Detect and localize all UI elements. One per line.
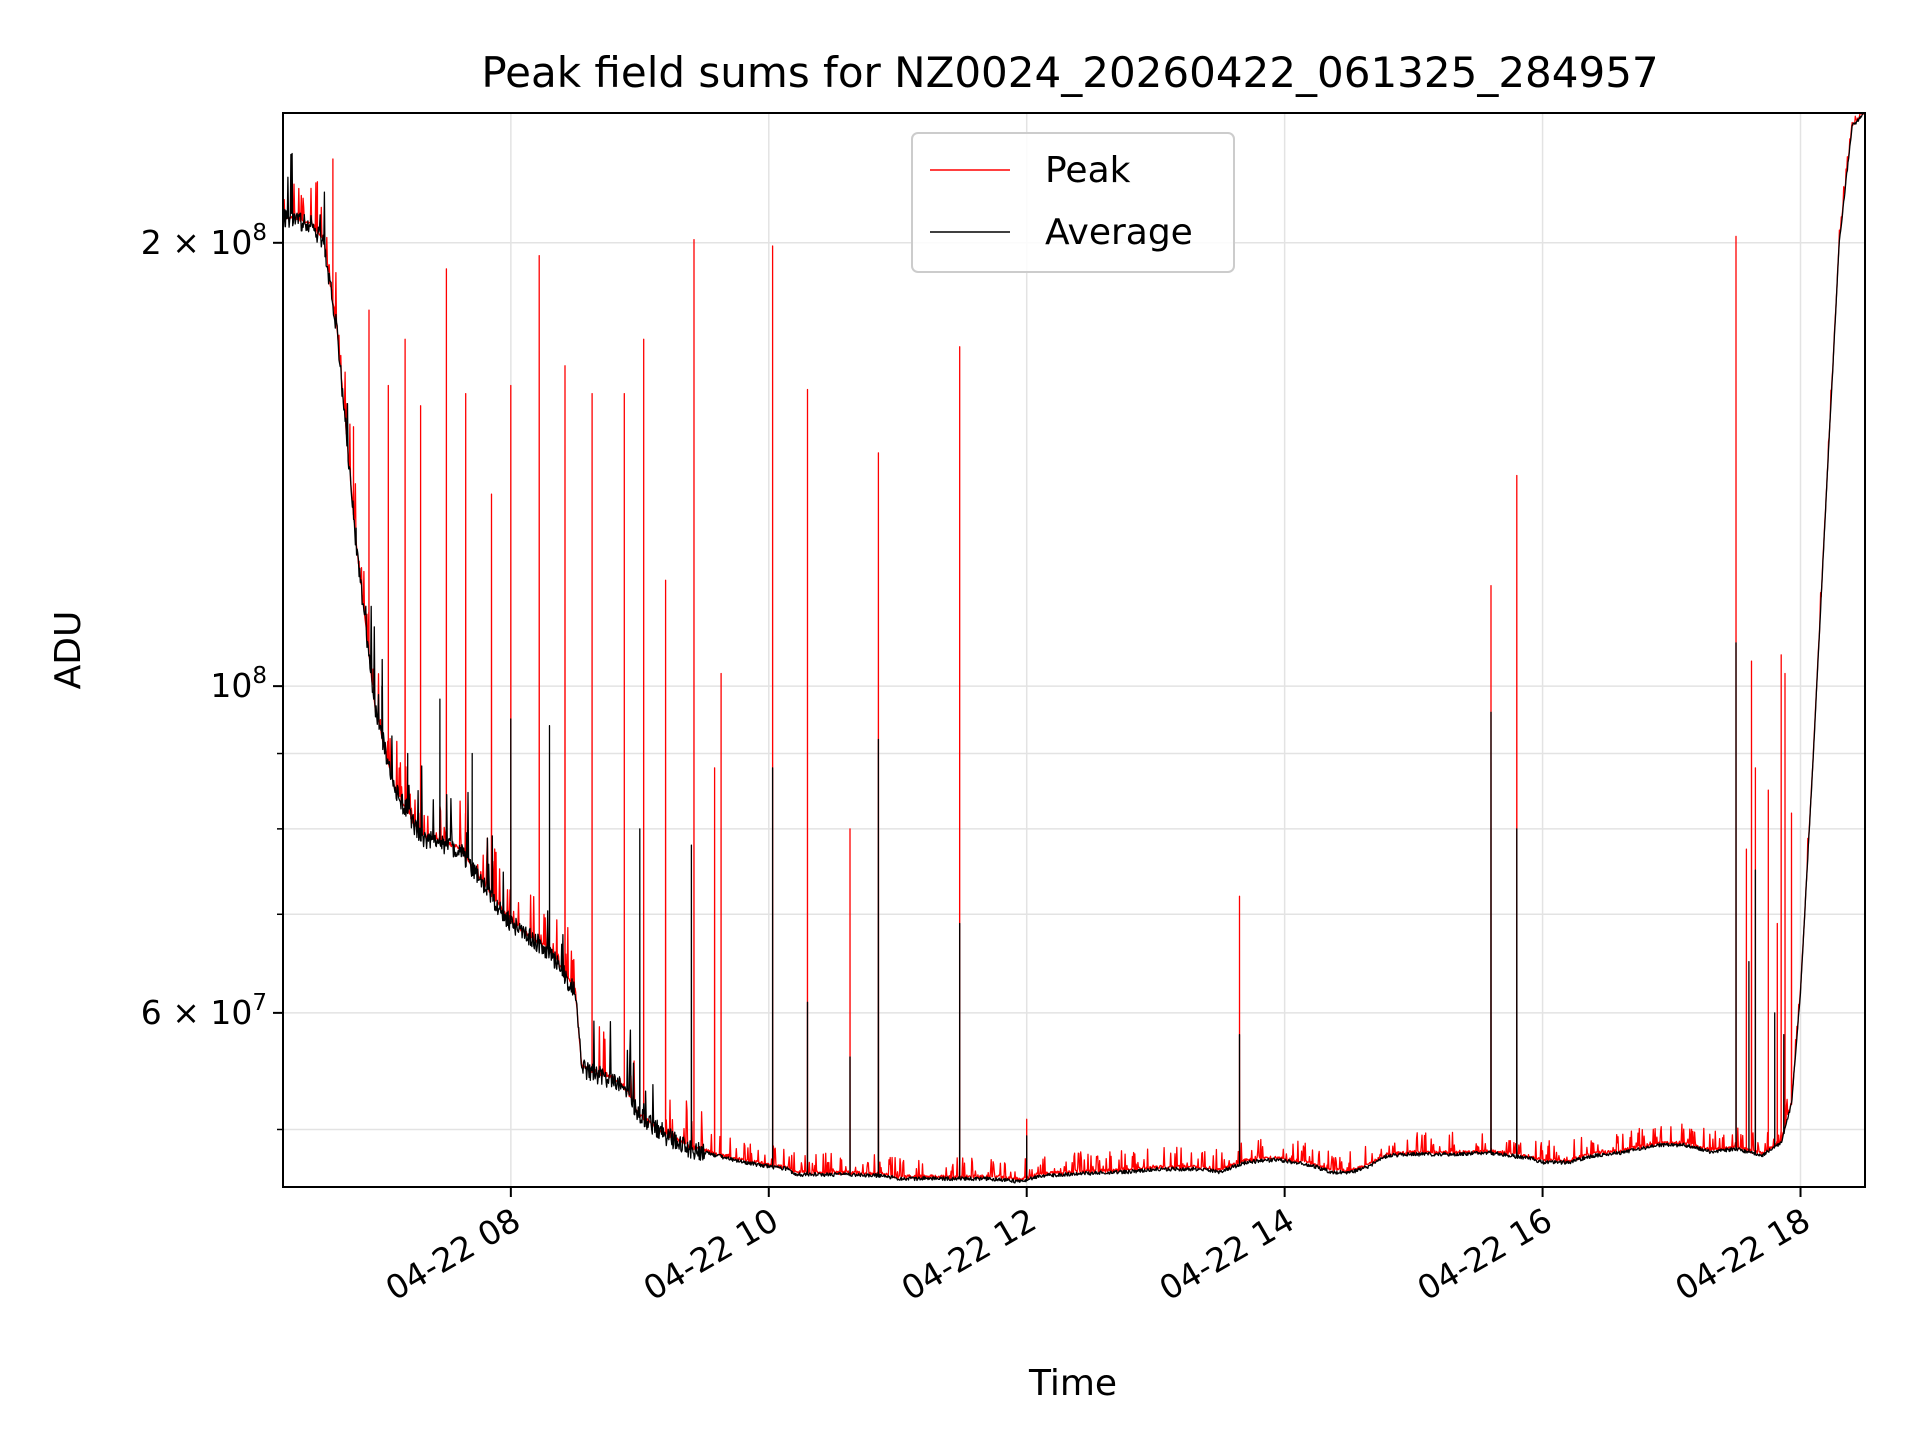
legend-label-average: Average [1045,212,1193,253]
y-axis: 2 × 108 108 6 × 107 [141,220,283,1131]
legend-label-peak: Peak [1045,150,1131,191]
x-axis-label: Time [1028,1363,1117,1404]
chart-title: Peak field sums for NZ0024_20260422_0613… [481,48,1658,97]
legend-box [911,132,1235,273]
plot-lines [282,112,1866,1184]
y-tick-label: 108 [210,663,267,705]
grid [283,113,1865,1187]
y-axis-label: ADU [48,611,89,690]
y-tick-label: 6 × 107 [141,990,267,1032]
y-tick-label: 2 × 108 [141,220,267,262]
plot-frame [282,112,1866,1188]
series-line-average [282,112,1866,1184]
legend: Peak Average [911,132,1235,273]
